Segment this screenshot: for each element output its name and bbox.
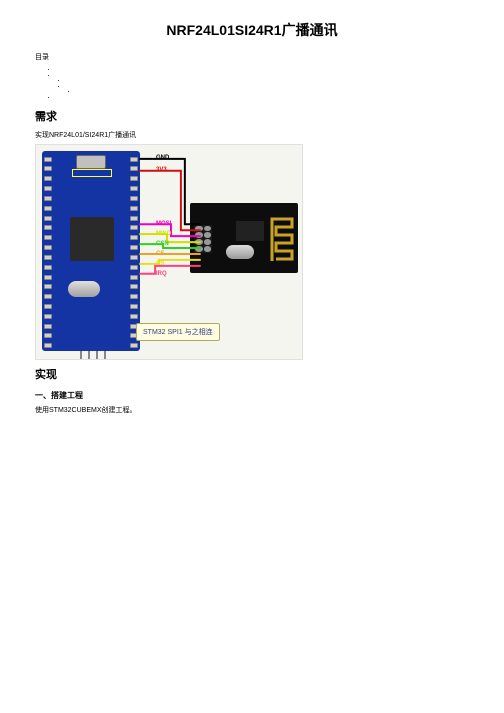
mcu-chip [70,217,114,261]
swd-pins [80,351,106,360]
pin-header-right [130,157,138,349]
impl-sub1: 一、搭建工程 [35,390,469,401]
wire-label-cs: CS [154,261,166,268]
page-title: NRF24L01SI24R1广播通讯 [35,20,469,40]
boot-jumper [72,169,112,177]
pin-header-left [44,157,52,349]
wire-label-v33: 3V3 [154,167,169,174]
crystal-icon [68,281,100,297]
toc-label: 目录 [35,52,469,62]
pcb-antenna-icon [270,213,294,263]
wire-label-csn: CSN [154,241,171,248]
impl-p1: 使用STM32CUBEMX创建工程。 [35,405,469,415]
wiring-diagram: GND 3V3 MOSI MISO CSN CE CS IRQ STM32 SPI1 与之相连 [35,144,303,360]
wire-label-ce: CE [154,251,166,258]
wire-label-irq: IRQ [154,271,169,278]
wire-label-mosi: MOSI [154,221,173,228]
nrf-module [190,203,298,273]
wire-label-gnd: GND [154,155,171,162]
wire-label-miso: MISO [154,231,173,238]
nrf-crystal [226,245,254,259]
toc-item[interactable] [57,94,469,100]
section-req: 需求 [35,108,469,124]
section-impl: 实现 [35,366,469,382]
nrf-chip [236,221,264,241]
stm32-board [42,151,140,351]
note-box: STM32 SPI1 与之相连 [136,323,220,341]
req-text: 实现NRF24L01/SI24R1广播通讯 [35,130,469,140]
toc [35,66,469,100]
usb-connector [76,155,106,169]
nrf-pin-header [194,225,212,253]
